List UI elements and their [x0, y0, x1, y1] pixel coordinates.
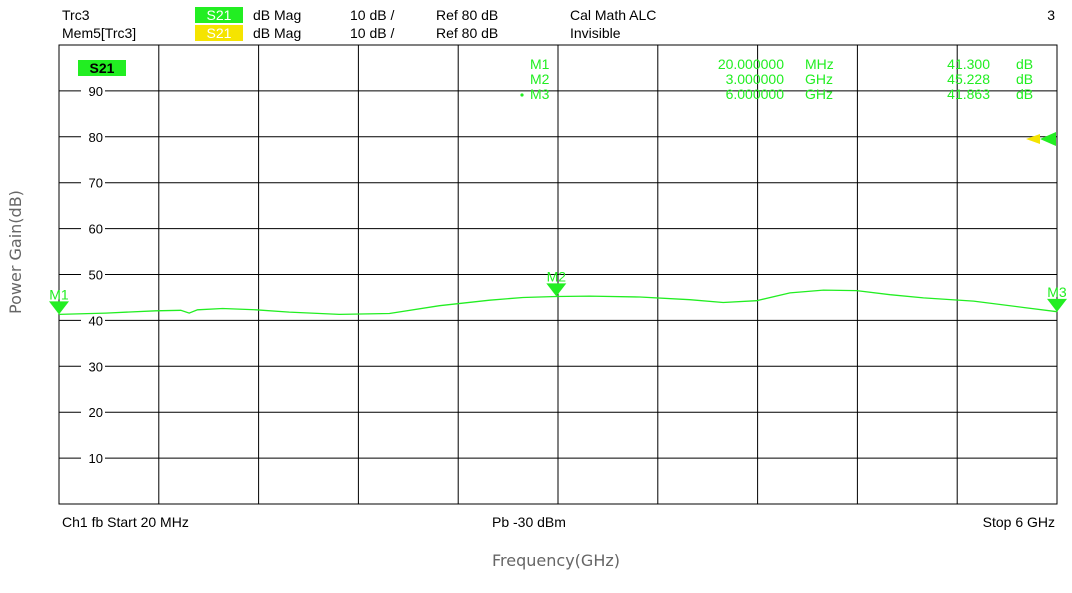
tick-label-bg [81, 451, 105, 466]
trace-status: Cal Math ALC [570, 7, 656, 23]
y-tick-labels: 10 20 30 40 50 60 70 80 90 [81, 83, 105, 466]
memory-param-badge [195, 25, 243, 41]
tick-label-bg [81, 359, 105, 374]
trace-scale[interactable]: 10 dB / [350, 7, 394, 23]
marker-m2-triangle[interactable] [546, 283, 567, 297]
trace-name: Trc3 [62, 7, 90, 23]
memory-scale[interactable]: 10 dB / [350, 25, 394, 41]
y-tick-label: 20 [89, 405, 103, 420]
marker-m3-triangle[interactable] [1047, 298, 1067, 312]
memory-param[interactable]: S21 [207, 25, 232, 41]
marker-m2-label: M2 [547, 268, 567, 284]
marker-table-frequency: 6.000000 [726, 86, 785, 102]
marker-table-unit: GHz [805, 86, 833, 102]
active-trace-badge [78, 60, 126, 76]
marker-table-name: M3 [530, 86, 550, 102]
stop-frequency[interactable]: Stop 6 GHz [983, 514, 1055, 530]
marker-table-value-unit: dB [1016, 86, 1033, 102]
marker-table-unit: GHz [805, 71, 833, 87]
y-tick-label: 80 [89, 130, 103, 145]
marker-table-name: M2 [530, 71, 550, 87]
trace-param-badge [195, 7, 243, 23]
tick-label-bg [81, 175, 105, 190]
trace-ref[interactable]: Ref 80 dB [436, 7, 498, 23]
trace-param[interactable]: S21 [207, 7, 232, 23]
marker-layer: M1 M2 M3 [49, 268, 1067, 315]
tick-label-bg [81, 313, 105, 328]
memory-format[interactable]: dB Mag [253, 25, 301, 41]
ref-level-arrow[interactable] [1040, 132, 1056, 146]
memory-status: Invisible [570, 25, 621, 41]
memory-ref[interactable]: Ref 80 dB [436, 25, 498, 41]
marker-table-frequency: 3.000000 [726, 71, 785, 87]
marker-table: M1 20.000000 MHz 41.300 dB M2 3.000000 GHz 45.22… [520, 56, 1033, 102]
source-power[interactable]: Pb -30 dBm [492, 514, 566, 530]
grid-lines [59, 45, 1057, 504]
y-axis-title: Power Gain(dB) [6, 190, 25, 314]
marker-table-frequency: 20.000000 [718, 56, 784, 72]
tick-label-bg [81, 129, 105, 144]
y-tick-label: 70 [89, 176, 103, 191]
marker-table-name: M1 [530, 56, 550, 72]
y-tick-label: 40 [89, 313, 103, 328]
marker-m3-label: M3 [1047, 284, 1067, 300]
marker-table-value: 41.300 [947, 56, 990, 72]
y-tick-label: 30 [89, 359, 103, 374]
active-trace-label[interactable]: S21 [90, 60, 115, 76]
tick-label-bg [81, 83, 105, 98]
memory-trace-name: Mem5[Trc3] [62, 25, 136, 41]
marker-table-value: 45.228 [947, 71, 990, 87]
marker-table-value: 41.863 [947, 86, 990, 102]
marker-table-value-unit: dB [1016, 71, 1033, 87]
y-tick-label: 50 [89, 268, 103, 283]
channel-number: 3 [1047, 7, 1055, 23]
y-tick-label: 10 [89, 451, 103, 466]
x-axis-title: Frequency(GHz) [492, 551, 620, 570]
y-tick-label: 60 [89, 222, 103, 237]
marker-m1-label: M1 [49, 286, 69, 302]
marker-table-value-unit: dB [1016, 56, 1033, 72]
trace-format[interactable]: dB Mag [253, 7, 301, 23]
marker-m1-triangle[interactable] [49, 301, 69, 315]
y-tick-label: 90 [89, 84, 103, 99]
trace-line-s21[interactable] [58, 289, 1058, 316]
tick-label-bg [81, 405, 105, 420]
tick-label-bg [81, 221, 105, 236]
start-frequency[interactable]: Ch1 fb Start 20 MHz [62, 514, 189, 530]
tick-label-bg [81, 267, 105, 282]
trace-layer [58, 289, 1058, 316]
active-marker-dot [520, 93, 524, 97]
marker-table-unit: MHz [805, 56, 834, 72]
memory-ref-level-arrow [1026, 134, 1040, 144]
